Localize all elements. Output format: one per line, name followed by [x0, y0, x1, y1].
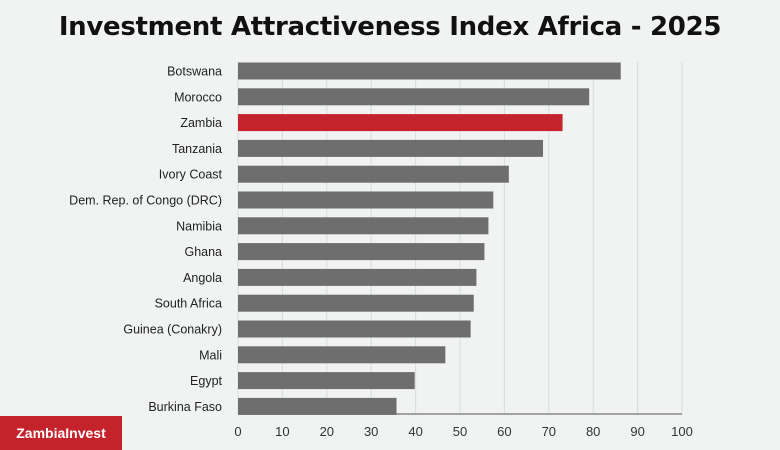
- bar: [238, 88, 590, 106]
- x-tick-label: 10: [275, 424, 289, 439]
- category-label: Ivory Coast: [159, 168, 223, 182]
- category-label: South Africa: [155, 297, 222, 311]
- bar: [238, 62, 621, 80]
- x-tick-label: 0: [234, 424, 241, 439]
- x-tick-label: 70: [542, 424, 556, 439]
- bar: [238, 268, 477, 286]
- category-label: Burkina Faso: [148, 400, 222, 414]
- category-label: Guinea (Conakry): [123, 323, 222, 337]
- bar: [238, 346, 446, 364]
- x-tick-label: 50: [453, 424, 467, 439]
- bar: [238, 165, 509, 183]
- category-label: Morocco: [174, 90, 222, 104]
- bar: [238, 294, 474, 312]
- category-label: Ghana: [184, 245, 222, 259]
- x-tick-label: 100: [671, 424, 693, 439]
- bar: [238, 243, 485, 261]
- bar: [238, 372, 415, 390]
- category-label: Mali: [199, 348, 222, 362]
- bar: [238, 114, 563, 132]
- x-tick-label: 40: [408, 424, 422, 439]
- x-tick-label: 90: [630, 424, 644, 439]
- bar: [238, 191, 494, 209]
- bar: [238, 320, 471, 338]
- x-tick-label: 20: [320, 424, 334, 439]
- category-label: Tanzania: [172, 142, 222, 156]
- category-label: Angola: [183, 271, 222, 285]
- category-label: Botswana: [167, 65, 222, 79]
- zambiainvest-logo: ZambiaInvest: [0, 416, 122, 450]
- bar: [238, 139, 544, 157]
- x-tick-label: 60: [497, 424, 511, 439]
- bar: [238, 397, 397, 415]
- x-tick-label: 30: [364, 424, 378, 439]
- category-label: Dem. Rep. of Congo (DRC): [69, 194, 222, 208]
- x-tick-label: 80: [586, 424, 600, 439]
- category-label: Zambia: [180, 116, 222, 130]
- chart-title: Investment Attractiveness Index Africa -…: [58, 12, 722, 42]
- bar: [238, 217, 489, 235]
- category-label: Namibia: [176, 219, 222, 233]
- category-label: Egypt: [190, 374, 222, 388]
